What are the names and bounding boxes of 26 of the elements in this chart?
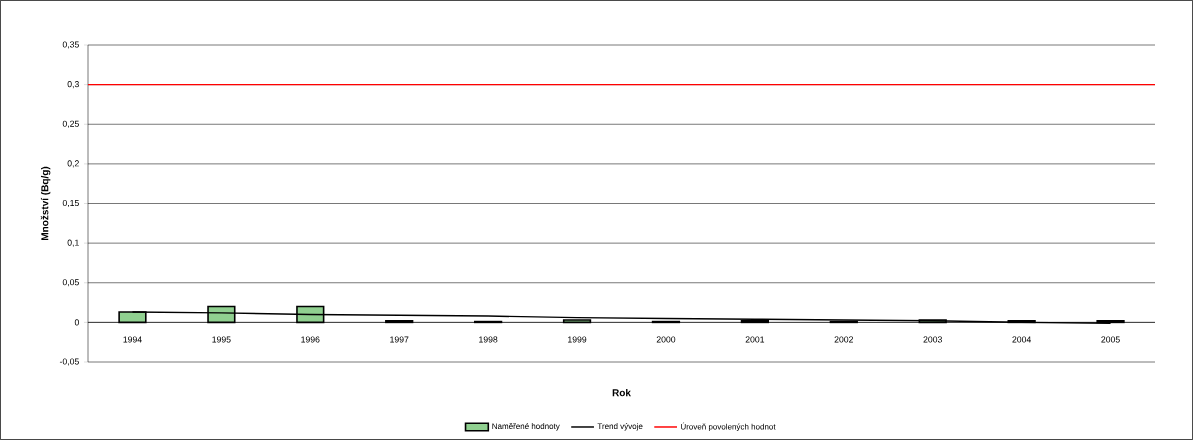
y-tick-label: 0,2: [67, 160, 79, 168]
x-tick-label: 1997: [390, 336, 409, 343]
x-tick-label: 2000: [656, 336, 676, 343]
x-tick-label: 1999: [568, 336, 587, 343]
y-tick-label: 0,05: [62, 279, 79, 287]
y-tick-label: 0,15: [62, 199, 79, 208]
x-tick-label: 1996: [301, 336, 320, 343]
y-tick-label: -0,05: [59, 358, 79, 366]
x-tick-label: 2001: [745, 336, 765, 343]
x-tick-label: 2003: [923, 336, 942, 343]
y-tick-label: 0,3: [67, 81, 79, 89]
x-tick-label: 1998: [479, 336, 498, 343]
y-tick-label: 0,35: [62, 41, 79, 49]
legend-label: Trend vývoje: [597, 423, 643, 431]
x-tick-label: 2002: [834, 336, 853, 343]
legend-label: Naměřené hodnoty: [492, 423, 560, 431]
y-axis-title: Množství (Bq/g): [40, 166, 51, 241]
y-tick-label: 0,1: [67, 239, 79, 247]
x-tick-label: 1994: [123, 336, 142, 343]
x-tick-label: 1995: [212, 336, 231, 343]
x-axis-title: Rok: [612, 388, 631, 397]
legend-label: Úroveň povolených hodnot: [681, 422, 776, 432]
x-tick-label: 2005: [1101, 336, 1120, 343]
y-tick-label: 0: [74, 319, 79, 326]
x-tick-label: 2004: [1012, 336, 1031, 343]
y-tick-label: 0,25: [62, 120, 79, 128]
